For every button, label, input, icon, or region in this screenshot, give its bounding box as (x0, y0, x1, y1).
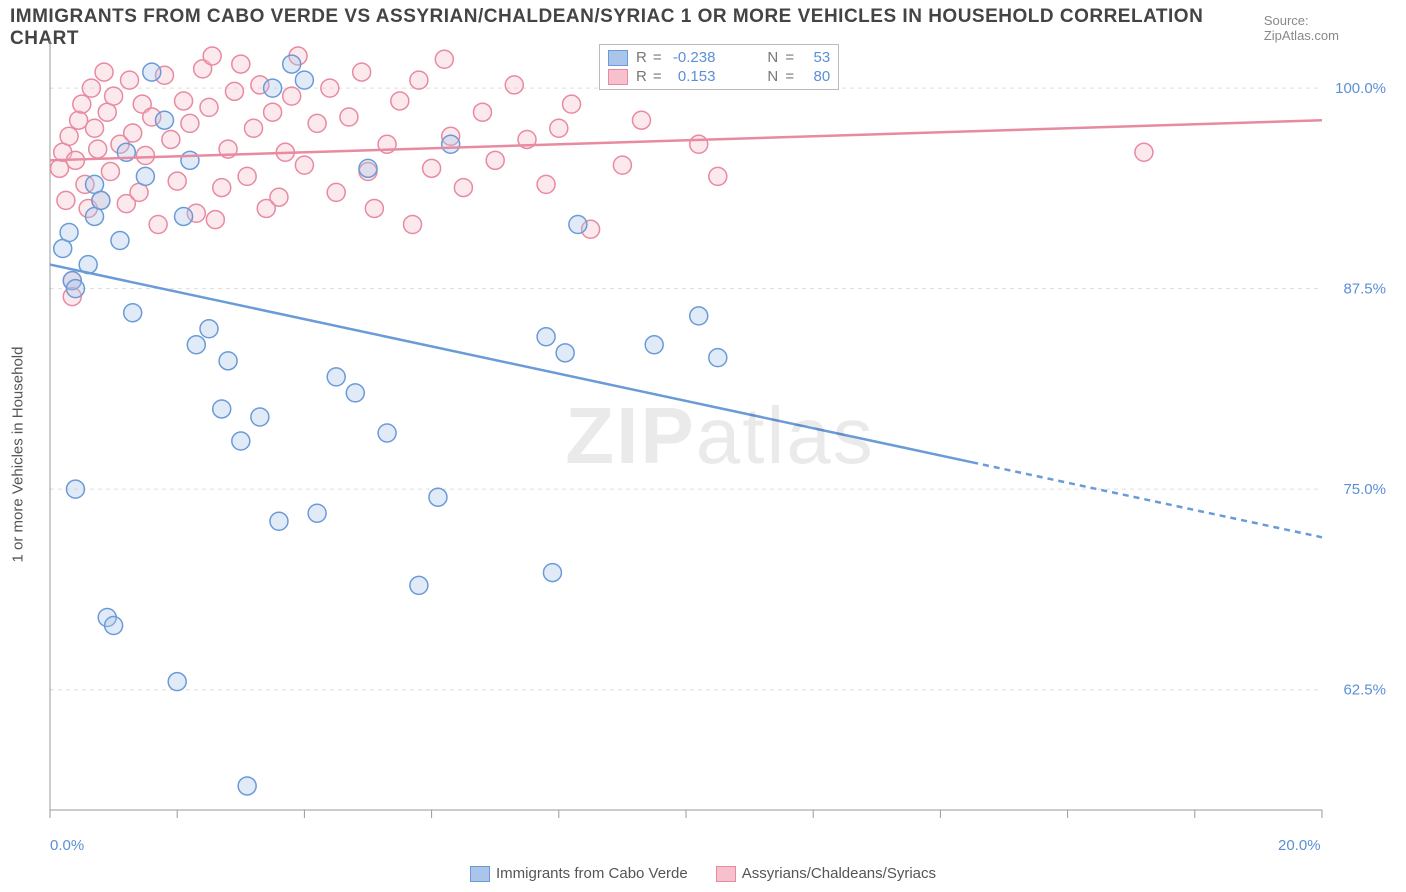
y-axis-label: 1 or more Vehicles in Household (10, 347, 27, 563)
legend-item-b: Assyrians/Chaldeans/Syriacs (716, 865, 936, 882)
svg-text:62.5%: 62.5% (1343, 682, 1386, 699)
plot-area: 62.5%75.0%87.5%100.0% ZIPatlas R=-0.238 … (48, 40, 1392, 832)
svg-text:75.0%: 75.0% (1343, 481, 1386, 498)
legend-swatch-b (716, 866, 736, 882)
svg-text:87.5%: 87.5% (1343, 281, 1386, 298)
legend-swatch-a (470, 866, 490, 882)
svg-text:100.0%: 100.0% (1335, 80, 1386, 97)
source-label: Source: ZipAtlas.com (1264, 13, 1386, 43)
legend: Immigrants from Cabo Verde Assyrians/Cha… (0, 865, 1406, 882)
legend-item-a: Immigrants from Cabo Verde (470, 865, 688, 882)
x-tick-label: 20.0% (1278, 837, 1321, 854)
correlation-stat-box: R=-0.238 N=53 R=0.153 N=80 (599, 44, 839, 90)
x-tick-label: 0.0% (50, 837, 84, 854)
scatter-chart: 62.5% 75.0% 87.5% 100.0% (48, 40, 1392, 832)
